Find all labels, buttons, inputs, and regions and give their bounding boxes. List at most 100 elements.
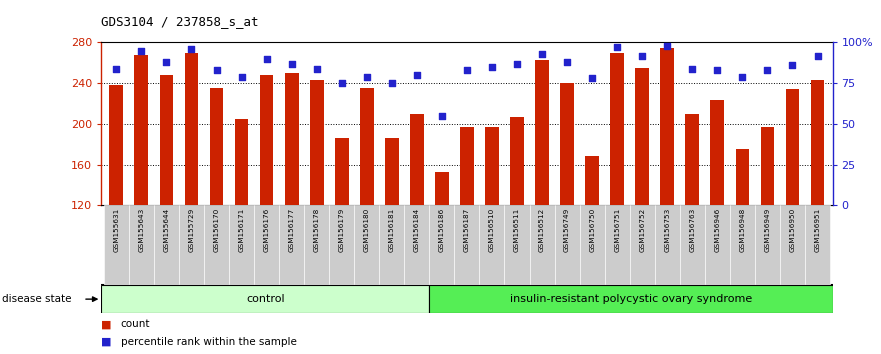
Text: GSM156949: GSM156949 — [765, 208, 771, 252]
Bar — [429, 285, 833, 313]
Bar — [580, 205, 604, 285]
Text: GSM156510: GSM156510 — [489, 208, 495, 252]
Text: GSM156946: GSM156946 — [714, 208, 721, 252]
Bar — [234, 119, 248, 205]
Bar — [460, 127, 474, 205]
Text: count: count — [121, 319, 150, 329]
Bar — [179, 205, 204, 285]
Text: GSM156951: GSM156951 — [815, 208, 820, 252]
Point — [660, 43, 674, 48]
Bar — [760, 127, 774, 205]
Point — [184, 46, 198, 52]
Text: GSM156749: GSM156749 — [564, 208, 570, 252]
Bar — [154, 205, 179, 285]
Text: insulin-resistant polycystic ovary syndrome: insulin-resistant polycystic ovary syndr… — [510, 294, 752, 304]
Bar — [736, 149, 749, 205]
Text: GSM156752: GSM156752 — [640, 208, 645, 252]
Point — [485, 64, 499, 70]
Text: GSM156950: GSM156950 — [789, 208, 796, 252]
Bar — [304, 205, 329, 285]
Bar — [611, 53, 624, 205]
Bar — [811, 80, 825, 205]
Bar — [661, 47, 674, 205]
Text: GDS3104 / 237858_s_at: GDS3104 / 237858_s_at — [101, 15, 259, 28]
Point — [260, 56, 274, 62]
Point — [359, 74, 374, 80]
Bar — [210, 88, 224, 205]
Point — [410, 72, 424, 78]
Bar — [185, 53, 198, 205]
Point — [309, 66, 323, 72]
Point — [210, 67, 224, 73]
Text: GSM156753: GSM156753 — [664, 208, 670, 252]
Bar — [680, 205, 705, 285]
Bar — [786, 89, 799, 205]
Text: ■: ■ — [101, 337, 112, 347]
Text: GSM156511: GSM156511 — [514, 208, 520, 252]
Text: GSM155643: GSM155643 — [138, 208, 144, 252]
Text: GSM156176: GSM156176 — [263, 208, 270, 252]
Text: GSM156178: GSM156178 — [314, 208, 320, 252]
Bar — [630, 205, 655, 285]
Text: percentile rank within the sample: percentile rank within the sample — [121, 337, 297, 347]
Point — [786, 62, 800, 68]
Point — [159, 59, 174, 65]
Bar — [135, 55, 148, 205]
Bar — [479, 205, 505, 285]
Bar — [229, 205, 254, 285]
Bar — [604, 205, 630, 285]
Bar — [380, 205, 404, 285]
Point — [134, 48, 148, 53]
Bar — [159, 75, 174, 205]
Text: GSM155644: GSM155644 — [163, 208, 169, 252]
Bar — [729, 205, 755, 285]
Bar — [655, 205, 680, 285]
Point — [385, 80, 399, 86]
Text: GSM156512: GSM156512 — [539, 208, 545, 252]
Bar — [329, 205, 354, 285]
Text: GSM156179: GSM156179 — [338, 208, 344, 252]
Point — [585, 75, 599, 81]
Text: GSM156180: GSM156180 — [364, 208, 370, 252]
Point — [710, 67, 724, 73]
Bar — [535, 60, 549, 205]
Bar — [635, 68, 649, 205]
Point — [335, 80, 349, 86]
Bar — [755, 205, 780, 285]
Point — [685, 66, 700, 72]
Text: GSM156170: GSM156170 — [213, 208, 219, 252]
Point — [285, 61, 299, 67]
Bar — [805, 205, 830, 285]
Text: GSM156187: GSM156187 — [464, 208, 470, 252]
Bar — [109, 85, 123, 205]
Point — [560, 59, 574, 65]
Bar — [359, 88, 374, 205]
Point — [435, 113, 449, 119]
Text: ■: ■ — [101, 319, 112, 329]
Point — [811, 53, 825, 58]
Bar — [529, 205, 554, 285]
Point — [760, 67, 774, 73]
Bar — [310, 80, 323, 205]
Text: control: control — [246, 294, 285, 304]
Point — [510, 61, 524, 67]
Bar — [705, 205, 729, 285]
Bar — [204, 205, 229, 285]
Bar — [385, 138, 399, 205]
Text: GSM156751: GSM156751 — [614, 208, 620, 252]
Bar — [435, 172, 448, 205]
Point — [234, 74, 248, 80]
Bar — [685, 114, 700, 205]
Bar — [285, 73, 299, 205]
Text: GSM156171: GSM156171 — [239, 208, 245, 252]
Bar — [455, 205, 479, 285]
Bar — [101, 285, 429, 313]
Bar — [505, 205, 529, 285]
Point — [109, 66, 123, 72]
Point — [611, 45, 625, 50]
Bar — [335, 138, 349, 205]
Point — [635, 53, 649, 58]
Bar — [404, 205, 429, 285]
Point — [736, 74, 750, 80]
Text: GSM156750: GSM156750 — [589, 208, 596, 252]
